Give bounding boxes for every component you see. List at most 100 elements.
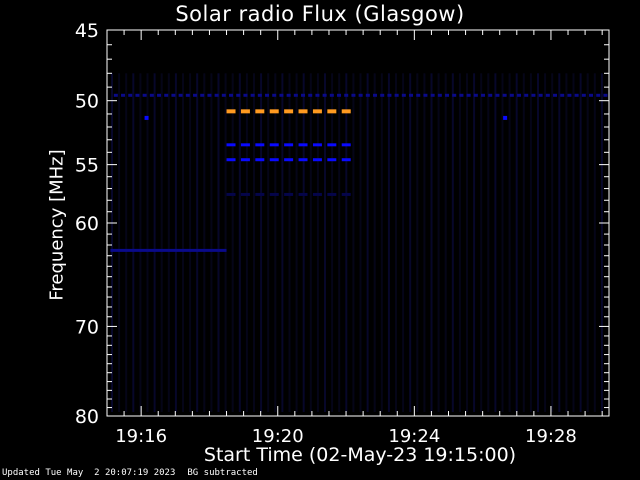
band-62.5 [110, 248, 227, 252]
background-streak [210, 73, 213, 412]
updated-timestamp: Updated Tue May 2 20:07:19 2023 [2, 468, 176, 478]
x-axis-label: Start Time (02-May-23 19:15:00) [203, 444, 517, 466]
band-49.6-segment [164, 93, 169, 97]
band-49.6-segment [481, 93, 486, 97]
background-streak [331, 73, 334, 412]
band-49.6-segment [387, 93, 392, 97]
band-54.6-segment [298, 158, 308, 162]
band-54.6-segment [312, 158, 322, 162]
background-streak [380, 73, 383, 412]
band-57.5-segment [298, 192, 308, 196]
background-streak [600, 73, 603, 412]
background-streak [231, 73, 234, 412]
band-49.6-segment [243, 93, 248, 97]
band-50.8-segment [284, 109, 294, 114]
band-49.6-segment [596, 93, 601, 97]
band-57.5-segment [327, 192, 337, 196]
band-49.6-segment [315, 93, 320, 97]
band-49.6-segment [459, 93, 464, 97]
background-streak [529, 73, 532, 412]
background-streak [153, 73, 156, 412]
band-49.6-segment [603, 93, 608, 97]
background-streak [544, 73, 547, 412]
band-49.6-segment [221, 93, 226, 97]
background-streak [160, 73, 163, 412]
band-54.6-segment [327, 158, 337, 162]
band-53.4-segment [255, 143, 265, 147]
band-49.6-segment [488, 93, 493, 97]
band-49.6-segment [589, 93, 594, 97]
band-49.6-segment [531, 93, 536, 97]
background-streak [395, 73, 397, 412]
y-tick-label: 80 [75, 406, 99, 428]
background-streak [430, 73, 433, 412]
background-streak [458, 73, 461, 412]
band-49.6-segment [466, 93, 471, 97]
background-streak [437, 73, 440, 412]
band-50.8-segment [226, 109, 236, 114]
background-streak [288, 73, 291, 412]
y-tick-label: 70 [75, 316, 99, 338]
band-49.6-segment [452, 93, 457, 97]
background-streak [274, 73, 277, 412]
background-streak [537, 73, 539, 412]
footer: Updated Tue May 2 20:07:19 2023 BG subtra… [2, 468, 270, 478]
background-streak [423, 73, 426, 412]
band-49.6-segment [509, 93, 514, 97]
band-49.6-segment [437, 93, 442, 97]
background-streak [522, 73, 525, 412]
background-streak [508, 73, 511, 412]
background-streak [593, 73, 596, 412]
background-streak [409, 73, 412, 412]
background-streak [281, 73, 284, 412]
band-49.6-segment [581, 93, 586, 97]
blip [144, 115, 149, 120]
band-49.6-segment [293, 93, 298, 97]
band-49.6-segment [113, 93, 118, 97]
band-50.8-segment [312, 109, 322, 114]
band-50.8-segment [327, 109, 337, 114]
band-49.6-segment [171, 93, 176, 97]
band-49.6-segment [553, 93, 558, 97]
band-50.8-segment [341, 109, 351, 114]
background-streak [267, 73, 270, 412]
band-54.6-segment [255, 158, 265, 162]
background-streak [487, 73, 490, 412]
background-streak [309, 73, 312, 412]
band-49.6-segment [394, 93, 399, 97]
band-49.6-segment [423, 93, 428, 97]
background-note: BG subtracted [187, 468, 258, 478]
band-49.6-segment [473, 93, 478, 97]
band-49.6-segment [502, 93, 507, 97]
band-49.6-segment [545, 93, 550, 97]
background-streak [480, 73, 483, 412]
background-streak [359, 73, 362, 412]
background-streak [189, 73, 192, 412]
band-57.5-segment [255, 192, 265, 196]
band-50.8-segment [255, 109, 265, 114]
background-streak [238, 73, 241, 412]
band-49.6-segment [351, 93, 356, 97]
background-streak [167, 73, 170, 412]
background-streak [345, 73, 348, 412]
band-54.6-segment [240, 158, 250, 162]
background-streak [182, 73, 184, 412]
band-49.6-segment [135, 93, 140, 97]
band-57.5-segment [341, 192, 351, 196]
background-streak [515, 73, 518, 412]
band-49.6-segment [567, 93, 572, 97]
background-streak [316, 73, 319, 412]
blip [503, 115, 508, 120]
band-49.6-segment [373, 93, 378, 97]
band-49.6-segment [416, 93, 421, 97]
band-49.6-segment [329, 93, 334, 97]
band-49.6-segment [121, 93, 126, 97]
band-53.4-segment [240, 143, 250, 147]
band-49.6-segment [257, 93, 262, 97]
background-streak [558, 73, 561, 412]
band-53.4-segment [298, 143, 308, 147]
background-streak [416, 73, 419, 412]
band-49.6-segment [409, 93, 414, 97]
background-streak [586, 73, 589, 412]
